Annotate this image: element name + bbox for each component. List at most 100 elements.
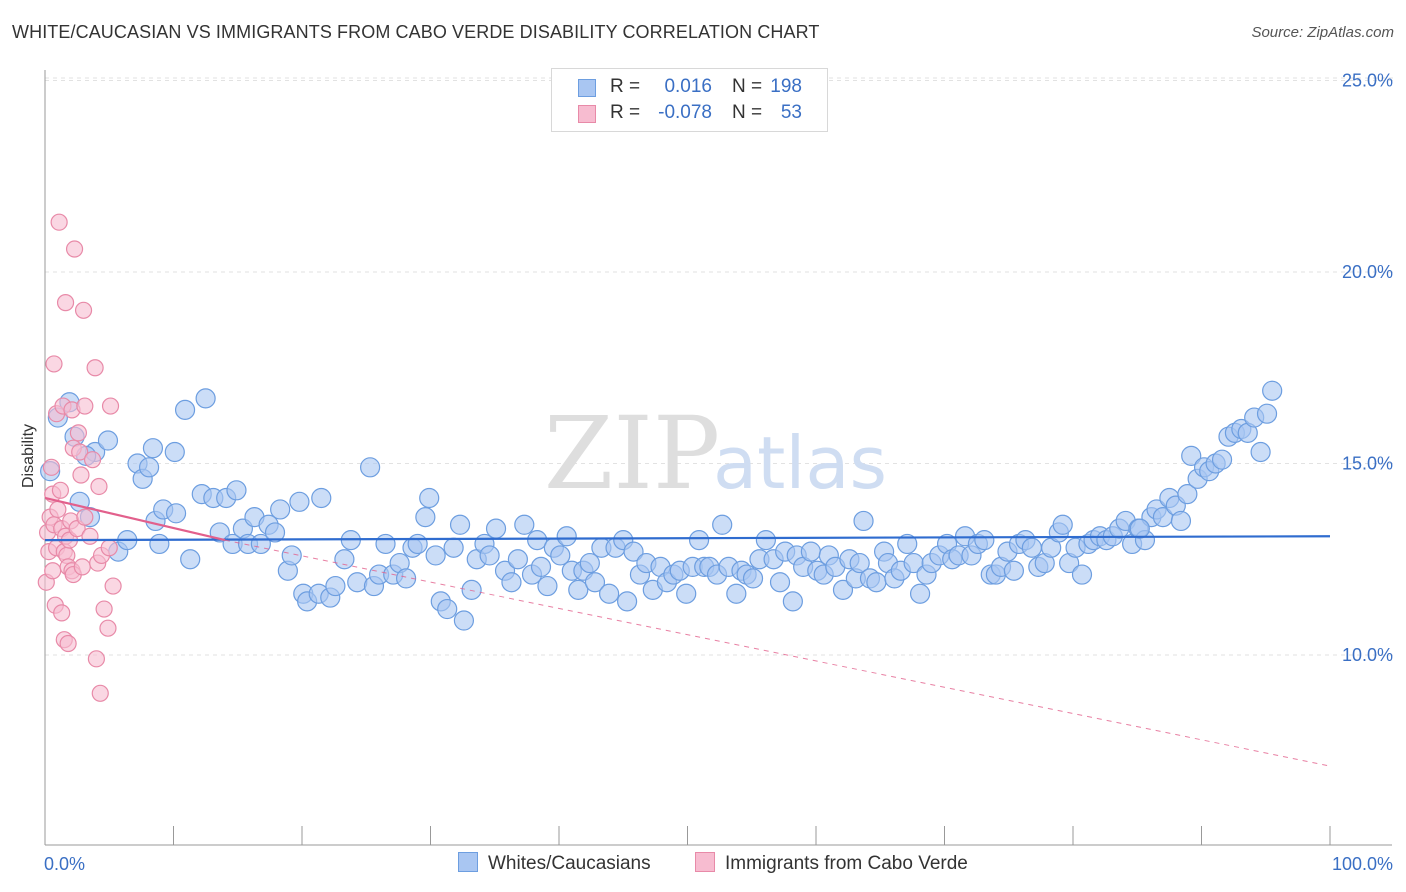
- point-whites: [264, 522, 286, 543]
- legend-r-label: R =: [610, 102, 641, 123]
- y-tick-label: 20.0%: [1342, 262, 1393, 282]
- point-cabo-verde: [72, 466, 90, 484]
- point-cabo-verde: [87, 650, 106, 668]
- point-whites: [550, 545, 571, 566]
- point-whites: [1003, 560, 1024, 581]
- point-whites: [174, 399, 196, 420]
- point-whites: [530, 556, 552, 578]
- x-tick-labels: 0.0% 100.0%: [44, 854, 1393, 874]
- point-whites: [909, 583, 931, 604]
- point-whites: [599, 583, 620, 604]
- point-whites: [1129, 518, 1150, 539]
- point-whites: [800, 541, 821, 562]
- point-cabo-verde: [42, 458, 61, 476]
- point-whites: [1181, 445, 1202, 466]
- point-cabo-verde: [73, 558, 91, 576]
- point-cabo-verde: [50, 213, 68, 231]
- point-cabo-verde: [51, 481, 70, 499]
- point-cabo-verde: [81, 527, 99, 545]
- point-whites: [407, 533, 428, 555]
- point-cabo-verde: [71, 443, 89, 461]
- point-whites: [347, 572, 368, 593]
- point-whites: [270, 499, 291, 520]
- point-cabo-verde: [95, 600, 113, 618]
- point-whites: [449, 514, 471, 535]
- point-whites: [395, 568, 417, 589]
- point-cabo-verde: [59, 634, 77, 653]
- bottom-legend-label: Immigrants from Cabo Verde: [725, 853, 968, 874]
- point-cabo-verde: [44, 562, 62, 580]
- point-whites: [311, 487, 332, 509]
- point-whites: [375, 533, 396, 555]
- point-whites: [782, 591, 803, 612]
- y-tick-label: 10.0%: [1342, 645, 1393, 665]
- y-axis-title: Disability: [20, 424, 37, 488]
- point-whites: [425, 545, 446, 566]
- point-cabo-verde: [74, 301, 93, 319]
- point-whites: [853, 510, 874, 532]
- point-whites: [1262, 380, 1283, 401]
- legend-r-label: R =: [610, 76, 641, 97]
- legend-row-whites: R = 0.016 N = 198: [552, 75, 827, 101]
- point-whites: [584, 572, 606, 593]
- point-whites: [485, 518, 507, 539]
- point-whites: [289, 491, 310, 512]
- point-whites: [164, 441, 185, 463]
- point-whites: [832, 579, 854, 600]
- point-whites: [726, 583, 747, 604]
- point-whites: [325, 575, 346, 597]
- point-whites: [579, 552, 600, 574]
- trend-line-cabo-verde-extension: [224, 539, 1331, 767]
- point-whites: [742, 568, 764, 589]
- point-whites: [138, 457, 160, 478]
- point-cabo-verde: [83, 451, 102, 469]
- point-whites: [415, 507, 436, 528]
- source-attribution: Source: ZipAtlas.com: [1251, 24, 1394, 41]
- y-tick-label: 15.0%: [1342, 454, 1393, 474]
- point-cabo-verde: [104, 577, 122, 595]
- point-whites: [568, 579, 589, 600]
- point-cabo-verde: [76, 397, 94, 415]
- point-whites: [755, 529, 776, 551]
- point-cabo-verde: [76, 508, 94, 526]
- point-whites: [974, 529, 995, 551]
- point-whites: [712, 514, 733, 535]
- point-whites: [1177, 484, 1198, 505]
- legend-row-cabo-verde: R = -0.078 N = 53: [552, 101, 827, 127]
- trend-line-cabo-verde: [44, 496, 226, 542]
- bottom-legend-label: Whites/Caucasians: [488, 853, 651, 874]
- legend-swatch-cabo-verde: [578, 105, 596, 123]
- point-whites: [514, 514, 535, 535]
- point-whites: [897, 533, 918, 555]
- point-cabo-verde: [53, 604, 71, 622]
- legend-n-value: 53: [780, 102, 802, 123]
- series-immigrants-cabo-verde: [37, 213, 122, 702]
- point-whites: [142, 438, 164, 459]
- point-whites: [1250, 441, 1271, 463]
- watermark-zip: ZIP: [544, 395, 720, 512]
- x-tick-label: 100.0%: [1332, 854, 1393, 874]
- point-whites: [165, 503, 187, 524]
- point-whites: [453, 610, 475, 631]
- chart-title: WHITE/CAUCASIAN VS IMMIGRANTS FROM CABO …: [12, 22, 820, 42]
- point-whites: [537, 575, 558, 597]
- y-tick-labels: 10.0% 15.0% 20.0% 25.0%: [1342, 71, 1393, 666]
- point-whites: [507, 549, 528, 570]
- point-whites: [1256, 403, 1278, 424]
- legend-r-value: -0.078: [658, 102, 712, 123]
- point-whites: [97, 430, 119, 451]
- point-whites: [1071, 564, 1093, 585]
- point-cabo-verde: [65, 240, 84, 258]
- watermark-atlas: atlas: [713, 421, 887, 505]
- axes: [44, 70, 1392, 846]
- point-whites: [617, 591, 638, 612]
- watermark: ZIP atlas: [544, 395, 887, 512]
- point-whites: [226, 480, 247, 501]
- correlation-legend: R = 0.016 N = 198 R = -0.078 N = 53: [551, 68, 828, 132]
- point-cabo-verde: [99, 619, 117, 637]
- point-whites: [623, 541, 644, 562]
- legend-r-value: 0.016: [664, 76, 712, 97]
- point-whites: [849, 552, 870, 574]
- legend-swatch-whites: [578, 79, 596, 97]
